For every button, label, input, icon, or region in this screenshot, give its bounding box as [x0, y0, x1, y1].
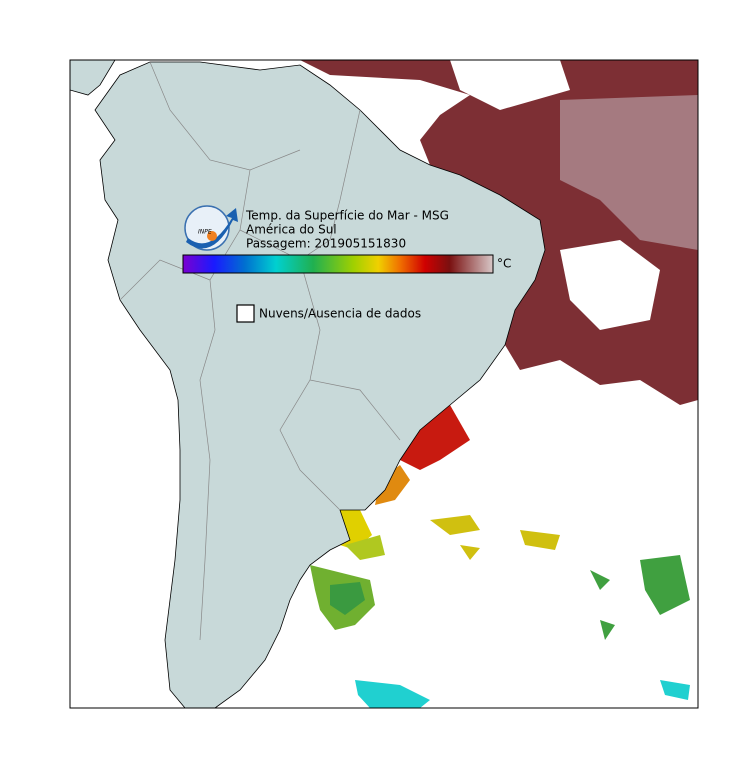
no-data-swatch — [236, 304, 255, 323]
colorbar-unit: °C — [497, 257, 511, 271]
logo-arrow — [186, 208, 238, 249]
plot-frame — [69, 59, 699, 709]
title-line: Temp. da Superfície do Mar - MSG — [245, 209, 449, 223]
sst-yellow-scatter — [430, 515, 560, 560]
sst-warm-light — [560, 95, 698, 250]
title-line: América do Sul — [246, 223, 337, 237]
sst-green-dark — [330, 582, 365, 615]
central-america — [70, 60, 116, 96]
sst-yellow-green — [345, 535, 385, 560]
title-line: Passagem: 201905151830 — [246, 237, 406, 251]
sst-orange — [375, 465, 410, 505]
sst-cloud-gap — [560, 240, 660, 330]
inpe-logo: INPE — [184, 205, 238, 251]
sst-cloud-gap — [450, 60, 570, 110]
colorbar — [182, 254, 494, 274]
logo-text: INPE — [198, 229, 212, 236]
logo-sun — [207, 231, 217, 241]
legend: INPE Temp. da Superfície do Mar - MSG Am… — [182, 205, 511, 323]
sst-field — [300, 60, 698, 708]
sst-green-scatter — [590, 555, 690, 640]
no-data-label: Nuvens/Ausencia de dados — [259, 307, 421, 321]
sst-cyan — [355, 680, 690, 708]
